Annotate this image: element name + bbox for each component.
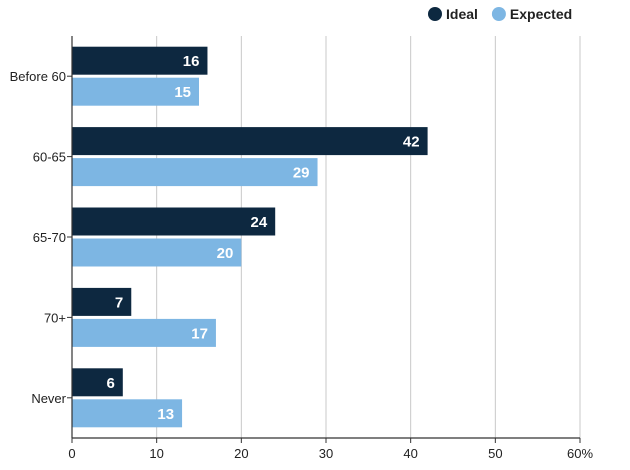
- bars: 16 15 42 29 24 20 7 17 6 13: [72, 46, 428, 428]
- data-label: 29: [293, 165, 310, 182]
- bar-expected-70+: [72, 318, 216, 347]
- x-tick-label: 20: [234, 446, 248, 461]
- legend: Ideal Expected: [428, 6, 572, 22]
- x-tick-label: 40: [403, 446, 417, 461]
- legend-marker-ideal: [428, 7, 442, 21]
- bar-ideal-never: [72, 368, 123, 397]
- grid-lines: [156, 36, 581, 438]
- x-tick-label: 60%: [567, 446, 593, 461]
- category-label: 65-70: [33, 230, 66, 245]
- x-tick-label: 0: [68, 446, 75, 461]
- data-label: 42: [403, 134, 420, 151]
- data-label: 17: [191, 325, 208, 342]
- bar-ideal-60-65: [72, 127, 428, 156]
- legend-marker-expected: [491, 7, 506, 21]
- axes: 0 10 20 30 40 50 60% Before 60 60-65 65-70 70+ Neve…: [10, 36, 593, 461]
- bar-ideal-65-70: [72, 207, 276, 236]
- legend-label-ideal: Ideal: [446, 6, 478, 22]
- data-label: 7: [115, 294, 123, 311]
- bar-expected-60-65: [72, 158, 318, 187]
- bar-ideal-before-60: [72, 46, 208, 75]
- category-label: 60-65: [33, 150, 66, 165]
- data-label: 16: [183, 53, 200, 70]
- category-label: Before 60: [10, 69, 66, 84]
- bar-ideal-70+: [72, 287, 132, 316]
- legend-label-expected: Expected: [510, 6, 572, 22]
- bar-expected-65-70: [72, 238, 242, 267]
- data-label: 6: [106, 375, 114, 392]
- category-label: 70+: [44, 310, 66, 325]
- x-tick-label: 30: [319, 446, 333, 461]
- category-label: Never: [31, 391, 66, 406]
- data-label: 24: [251, 214, 268, 231]
- bar-expected-never: [72, 399, 183, 428]
- bar-expected-before-60: [72, 77, 199, 106]
- data-label: 20: [217, 245, 234, 262]
- x-tick-label: 50: [488, 446, 502, 461]
- data-label: 15: [174, 84, 191, 101]
- x-tick-label: 10: [149, 446, 163, 461]
- data-label: 13: [157, 406, 174, 423]
